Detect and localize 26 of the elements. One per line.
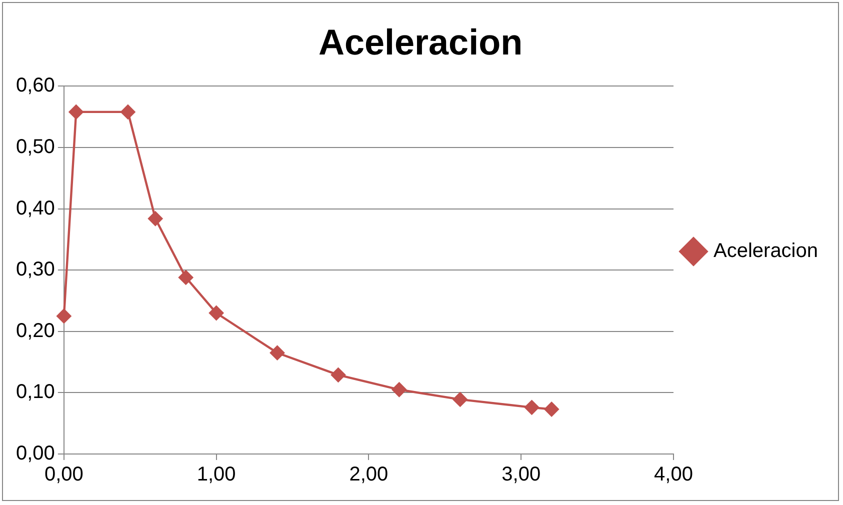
point xyxy=(270,345,285,360)
y-tick-label: 0,40 xyxy=(16,197,55,220)
point xyxy=(392,382,407,398)
point xyxy=(330,367,346,382)
x-tick-label: 3,00 xyxy=(502,464,541,486)
y-tick-label: 0,10 xyxy=(16,381,55,404)
x-tick-label: 1,00 xyxy=(196,464,236,486)
y-tick-label: 0,00 xyxy=(16,442,55,465)
point xyxy=(178,270,194,285)
point xyxy=(452,392,468,407)
y-tick-label: 0,60 xyxy=(16,74,55,97)
point xyxy=(208,306,224,321)
point xyxy=(544,402,560,417)
point xyxy=(56,308,72,324)
chart-title: Aceleracion xyxy=(318,22,523,63)
point xyxy=(148,211,163,226)
point xyxy=(120,104,136,120)
y-tick-label: 0,50 xyxy=(16,136,55,158)
x-tick-label: 2,00 xyxy=(349,464,388,486)
y-tick-label: 0,30 xyxy=(16,258,55,281)
legend-label: Aceleracion xyxy=(714,240,818,262)
x-tick-label: 0,00 xyxy=(44,464,84,486)
point xyxy=(524,400,540,415)
point xyxy=(68,104,84,120)
y-tick-label: 0,20 xyxy=(16,320,55,342)
x-tick-label: 4,00 xyxy=(654,464,693,486)
